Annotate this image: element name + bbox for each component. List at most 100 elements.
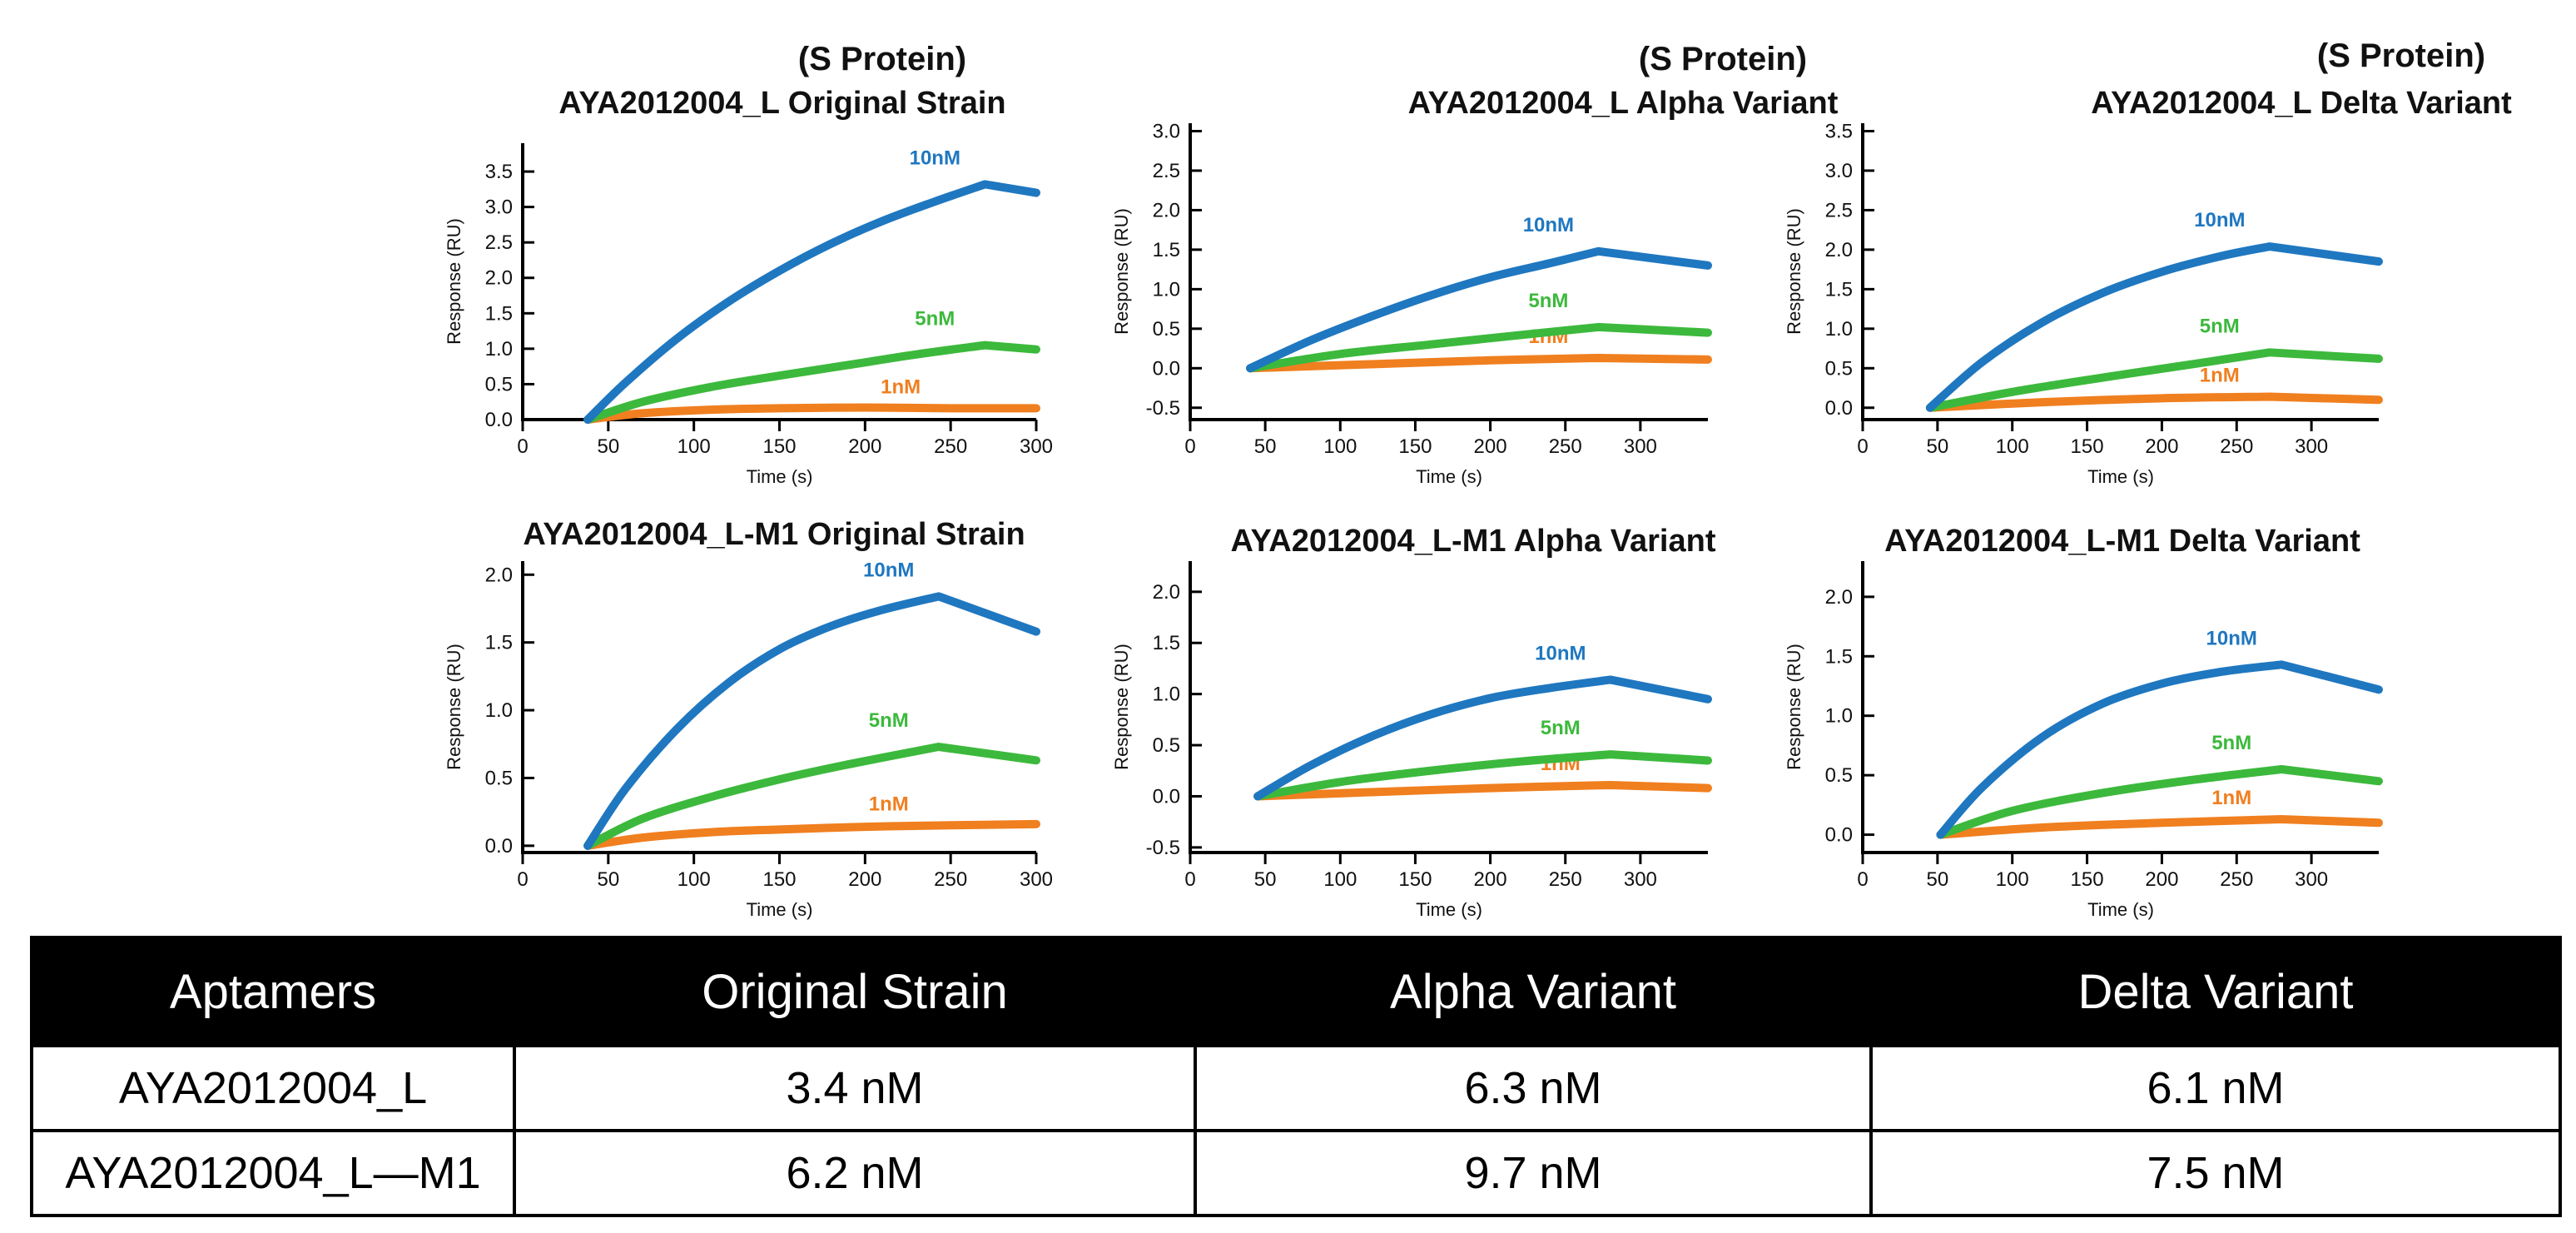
y-tick-label: 2.0: [485, 564, 513, 586]
chart-title: AYA2012004_L Original Strain: [558, 86, 1005, 121]
series-label: 10nM: [2206, 627, 2257, 649]
protein-label: (S Protein): [2317, 37, 2485, 74]
x-tick-label: 150: [1398, 435, 1432, 458]
y-tick-label: 1.5: [485, 302, 513, 325]
x-tick-label: 150: [1398, 868, 1432, 891]
y-tick-label: 3.0: [1153, 120, 1180, 142]
y-tick-label: 0.0: [1153, 357, 1180, 380]
y-tick-label: 2.0: [485, 267, 513, 290]
y-tick-label: 0.5: [485, 373, 513, 395]
y-tick-label: 0.5: [485, 767, 513, 789]
y-tick-label: 1.0: [1825, 705, 1853, 728]
series-label: 5nM: [2211, 732, 2251, 754]
series-line-5nM: [1253, 750, 1712, 801]
kd-original: 6.2 nM: [513, 1129, 1197, 1217]
x-tick-label: 250: [934, 435, 967, 458]
y-tick-label: 3.0: [485, 196, 513, 219]
x-tick-label: 50: [597, 868, 619, 891]
y-tick-label: 0.0: [1825, 824, 1853, 847]
y-tick-label: 0.5: [1153, 318, 1180, 341]
protein-label: (S Protein): [1639, 41, 1807, 77]
chart-title: AYA2012004_L Alpha Variant: [1408, 86, 1839, 121]
y-tick-label: 1.0: [485, 338, 513, 360]
x-tick-label: 100: [1996, 435, 2029, 458]
x-tick-label: 100: [1323, 868, 1357, 891]
series-line-1nM: [1253, 780, 1712, 801]
x-tick-label: 100: [1323, 435, 1357, 458]
x-tick-label: 150: [2071, 435, 2104, 458]
x-tick-label: 50: [1254, 868, 1277, 891]
table-row: AYA2012004_L―M1 6.2 nM 9.7 nM 7.5 nM: [30, 1129, 2562, 1217]
y-axis-label: Response (RU): [1784, 208, 1804, 335]
y-tick-label: 3.0: [1825, 160, 1853, 182]
y-tick-label: 2.0: [1825, 239, 1853, 261]
series-line-10nM: [1925, 242, 2383, 412]
x-tick-label: 0: [1857, 435, 1868, 458]
x-tick-label: 300: [2295, 868, 2328, 891]
y-tick-label: 3.5: [485, 161, 513, 183]
kd-alpha: 9.7 nM: [1194, 1129, 1873, 1217]
y-axis-label: Response (RU): [1784, 644, 1804, 770]
y-tick-label: 2.0: [1153, 199, 1180, 221]
chart-title: AYA2012004_L-M1 Delta Variant: [1884, 524, 2360, 559]
x-tick-label: 300: [1020, 868, 1053, 891]
y-axis-label: Response (RU): [1111, 208, 1132, 335]
x-tick-label: 200: [848, 435, 881, 458]
series-line-5nM: [1246, 322, 1712, 373]
x-tick-label: 200: [2145, 435, 2178, 458]
series-line-5nM: [1925, 348, 2383, 412]
y-tick-label: 1.0: [485, 699, 513, 722]
series-label: 10nM: [1523, 214, 1574, 236]
series-line-10nM: [583, 180, 1040, 424]
x-tick-label: 250: [2220, 868, 2253, 891]
series-label: 10nM: [910, 147, 960, 169]
kd-table: Aptamers Original Strain Alpha Variant D…: [30, 936, 2562, 1217]
series-label: 5nM: [915, 308, 955, 331]
x-tick-label: 0: [517, 435, 528, 458]
x-tick-label: 50: [1254, 435, 1277, 458]
chart-panel-1: (S Protein) AYA2012004_L Original Strain 0…: [444, 41, 1053, 487]
series-label: 1nM: [2211, 787, 2251, 809]
series-line-10nM: [583, 592, 1040, 850]
x-tick-label: 150: [762, 435, 796, 458]
protein-label: (S Protein): [798, 41, 966, 77]
x-tick-label: 100: [678, 868, 711, 891]
series-label: 5nM: [2200, 315, 2240, 337]
header-original-strain: Original Strain: [513, 936, 1197, 1047]
x-tick-label: 200: [2145, 868, 2178, 891]
x-tick-label: 150: [762, 868, 796, 891]
x-tick-label: 300: [1020, 435, 1053, 458]
chart-panel-2: (S Protein) AYA2012004_L Alpha Variant 0 50…: [1111, 41, 1839, 487]
y-tick-label: 0.0: [485, 835, 513, 858]
series-line-10nM: [1246, 246, 1712, 373]
series-label: 1nM: [2200, 364, 2240, 386]
y-tick-label: 1.0: [1153, 278, 1180, 301]
series-label: 10nM: [2194, 209, 2245, 231]
y-tick-label: 0.5: [1825, 764, 1853, 787]
x-tick-label: 300: [1624, 868, 1657, 891]
x-tick-label: 0: [1184, 868, 1195, 891]
series-line-5nM: [583, 341, 1040, 424]
y-tick-label: 1.5: [1825, 278, 1853, 301]
x-tick-label: 300: [1624, 435, 1657, 458]
y-tick-label: 2.0: [1153, 581, 1180, 604]
series-label: 5nM: [869, 709, 909, 732]
series-line-1nM: [1936, 815, 2383, 839]
kd-delta: 7.5 nM: [1869, 1129, 2562, 1217]
series-label: 1nM: [869, 793, 909, 815]
series-label: 5nM: [1528, 290, 1568, 312]
x-tick-label: 200: [1474, 435, 1507, 458]
kinetics-charts: (S Protein) AYA2012004_L Original Strain 0…: [444, 37, 2512, 920]
chart-title: AYA2012004_L Delta Variant: [2091, 86, 2512, 121]
chart-panel-3: (S Protein) AYA2012004_L Delta Variant 0 50…: [1784, 37, 2512, 487]
y-tick-label: 2.5: [485, 231, 513, 254]
series-line-5nM: [1936, 765, 2383, 839]
x-tick-label: 200: [848, 868, 881, 891]
x-tick-label: 100: [1996, 868, 2029, 891]
x-axis-label: Time (s): [747, 899, 813, 920]
x-tick-label: 200: [1474, 868, 1507, 891]
y-axis-label: Response (RU): [444, 644, 464, 770]
y-tick-label: 1.5: [1153, 632, 1180, 654]
x-tick-label: 150: [2071, 868, 2104, 891]
series-line-5nM: [583, 743, 1040, 850]
